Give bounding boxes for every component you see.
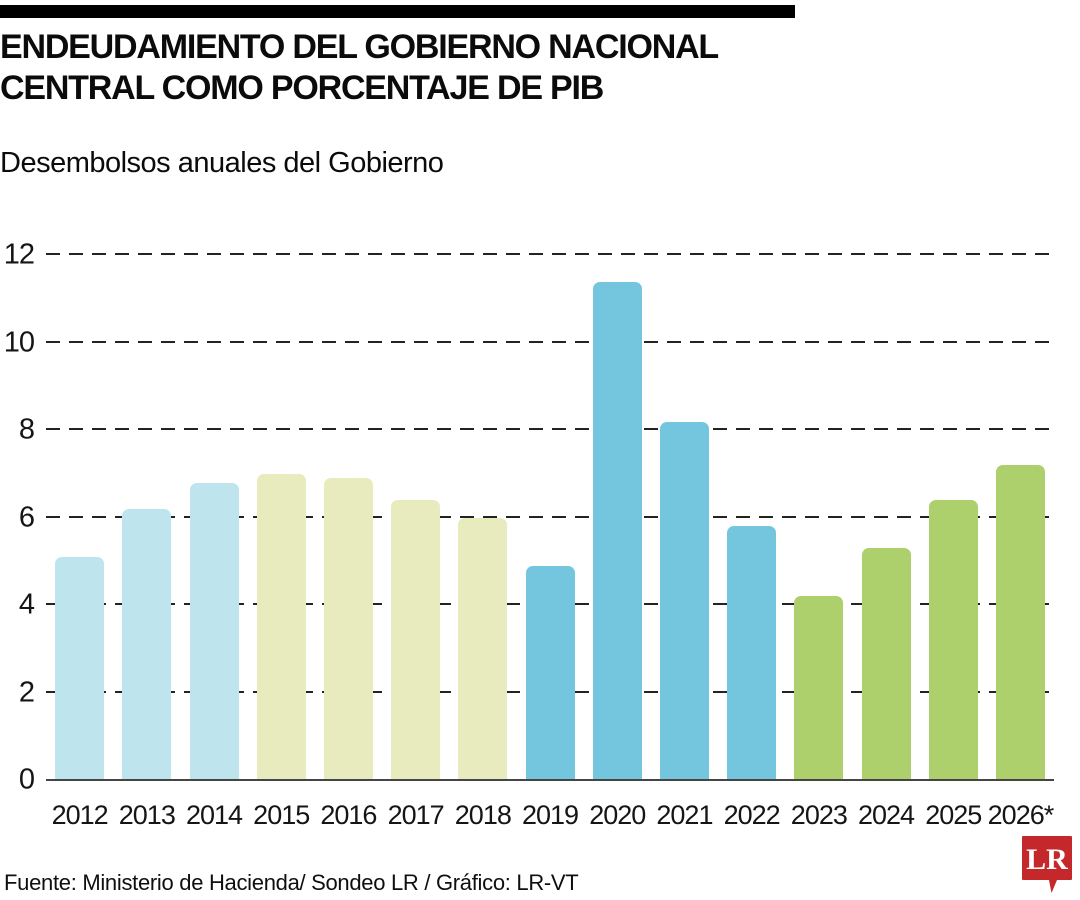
page-title-line1: ENDEUDAMIENTO DEL GOBIERNO NACIONAL [0,28,719,66]
bar-2023 [794,596,844,780]
bar-2016 [323,478,373,780]
bar-2014 [189,482,239,780]
gridline-12 [46,253,1054,256]
x-axis-labels: 2012 2013 2014 2015 2016 2017 2018 2019 2020 2021… [46,800,1055,831]
y-tick-label-6: 6 [18,501,35,534]
bar-column-2014 [180,238,247,780]
x-tick-label-2014: 2014 [185,800,243,830]
page-title-line2: CENTRAL COMO PORCENTAJE DE PIB [0,69,604,107]
bar-column-2016 [315,238,382,780]
y-tick-label-12: 12 [3,238,35,271]
gridline-10 [46,340,1054,343]
y-tick-label-0: 0 [18,763,35,796]
x-tick-label-2019: 2019 [521,800,579,830]
bar-column-2021 [651,238,718,780]
bar-2013 [122,509,172,780]
x-tick-label-2016: 2016 [320,800,377,830]
gridline-6 [46,515,1054,518]
x-tick-label-2022: 2022 [723,800,781,830]
y-tick-label-2: 2 [18,676,35,709]
x-tick-label-2012: 2012 [51,800,109,830]
bar-column-2015 [248,238,315,780]
bar-2015 [256,474,306,780]
bar-2026* [995,465,1045,780]
bar-column-2017 [382,238,449,780]
y-tick-label-10: 10 [3,326,35,359]
bar-series [46,238,1054,780]
bar-column-2023 [785,238,852,780]
y-tick-label-8: 8 [18,413,35,446]
x-tick-label-2015: 2015 [253,800,310,830]
bar-column-2026* [987,238,1054,780]
x-tick-label-2026*: 2026* [987,800,1055,830]
bar-2025 [928,500,978,780]
source-credit: Fuente: Ministerio de Hacienda/ Sondeo L… [4,870,579,895]
bar-2024 [861,548,911,780]
lr-logo-bubble [1022,836,1072,893]
x-tick-label-2023: 2023 [790,800,848,830]
bar-2020 [592,281,642,780]
bar-2012 [55,557,105,780]
x-tick-label-2024: 2024 [858,800,915,830]
bar-2022 [727,526,777,780]
x-axis-line [46,779,1054,781]
bar-column-2013 [113,238,180,780]
gridline-8 [46,428,1054,431]
x-tick-label-2018: 2018 [454,800,512,830]
bar-column-2020 [584,238,651,780]
lr-logo: LR [1022,836,1072,893]
bar-column-2018 [449,238,516,780]
top-accent-bar [0,5,795,18]
bar-column-2022 [718,238,785,780]
bar-column-2019 [516,238,583,780]
x-tick-label-2020: 2020 [589,800,646,830]
chart-subtitle: Desembolsos anuales del Gobierno [0,147,444,179]
bar-chart-plot-area [46,238,1054,781]
bar-2021 [659,421,709,780]
bar-column-2024 [852,238,919,780]
lr-logo-text: LR [1026,843,1068,876]
bar-2017 [391,500,441,780]
bar-2018 [458,517,508,780]
x-tick-label-2013: 2013 [118,800,176,830]
x-tick-label-2017: 2017 [387,800,445,830]
bar-column-2025 [920,238,987,780]
bar-2019 [525,565,575,780]
x-tick-label-2021: 2021 [656,800,713,830]
y-tick-label-4: 4 [18,588,35,621]
y-axis-labels: 0 2 4 6 8 10 12 [0,238,35,796]
page-title: ENDEUDAMIENTO DEL GOBIERNO NACIONAL CENTR… [0,27,719,109]
x-tick-label-2025: 2025 [925,800,982,830]
bar-column-2012 [46,238,113,780]
